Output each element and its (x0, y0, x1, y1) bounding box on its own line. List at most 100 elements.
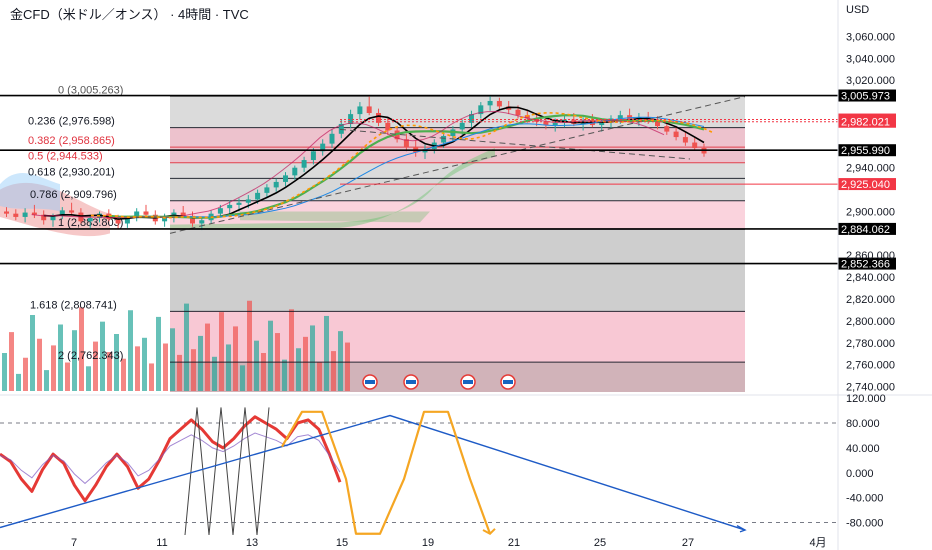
fib-label: 2 (2,762.343) (58, 350, 123, 362)
price-tick-label: 3,040.000 (846, 53, 895, 65)
price-tag (838, 115, 896, 128)
osc-tick-label: 80.000 (846, 418, 880, 430)
candle-body (236, 202, 242, 205)
volume-bar (177, 354, 182, 391)
volume-bar (212, 356, 217, 391)
volume-bar (219, 312, 224, 391)
time-tick-label: 21 (508, 537, 520, 549)
candle-body (348, 114, 354, 124)
candle-body (199, 220, 205, 224)
osc-tick-label: 40.000 (846, 443, 880, 455)
volume-bar (338, 331, 343, 391)
candle-body (329, 133, 335, 144)
fib-zone-pink (170, 127, 745, 163)
volume-bar (331, 351, 336, 391)
volume-bar (156, 316, 161, 391)
volume-bar (37, 338, 42, 391)
candle-body (41, 214, 47, 221)
candle-body (310, 151, 316, 161)
volume-bar (2, 353, 7, 391)
price-tick-label: 2,800.000 (846, 316, 895, 328)
price-tick-label: 2,740.000 (846, 382, 895, 394)
osc-zigzag-line (184, 407, 270, 536)
ichimoku-cloud-layer (0, 148, 495, 237)
volume-bar (58, 324, 63, 391)
volume-bar (149, 363, 154, 391)
volume-bar (184, 303, 189, 391)
fib-label: 0 (3,005.263) (58, 84, 123, 96)
volume-bar (254, 340, 259, 391)
price-tag-label: 2,884.062 (841, 224, 890, 236)
candle-body (599, 121, 605, 126)
fib-label: 0.786 (2,909.796) (30, 189, 117, 201)
volume-bar (72, 330, 77, 391)
time-tick-label: 7 (71, 537, 77, 549)
fib-zone-lower (170, 229, 745, 312)
candle-body (87, 218, 93, 222)
horizontal-line-layer: 3,005.973 2,955.990 2,884.062 2,852.366 2,98… (0, 89, 896, 271)
volume-bar (23, 357, 28, 391)
event-flag-icon (406, 380, 416, 384)
ma-orange-dotted (90, 111, 715, 219)
fib-label: 1 (2,883.803) (58, 217, 123, 229)
price-tick-label: 2,780.000 (846, 338, 895, 350)
candle-body (496, 100, 502, 107)
candle-body (190, 215, 195, 224)
time-tick-label: 27 (682, 537, 694, 549)
volume-bar (65, 362, 70, 391)
volume-bar (191, 349, 196, 391)
candle-body (227, 204, 233, 209)
candle-body (162, 216, 168, 222)
fib-label: 0.382 (2,958.865) (28, 135, 115, 147)
candle-body (543, 121, 549, 126)
candle-body (385, 122, 391, 131)
candle-body (143, 211, 149, 215)
candle-body (13, 213, 19, 217)
cloud-blue (0, 173, 60, 212)
price-tag (838, 257, 896, 270)
candle-body (124, 218, 130, 224)
volume-bar (282, 359, 287, 391)
candle-body (487, 100, 493, 106)
time-tick-label: 19 (422, 537, 434, 549)
volume-bar (261, 353, 266, 391)
fib-label: 0.5 (2,944.533) (28, 151, 103, 163)
volume-bar (114, 334, 119, 391)
time-tick-label: 15 (336, 537, 348, 549)
volume-bar (79, 307, 84, 391)
candle-body (515, 109, 521, 116)
candle-body (320, 143, 326, 152)
price-tag-label: 2,982.021 (841, 117, 890, 129)
volume-bar (240, 365, 245, 391)
candle-body (338, 123, 344, 134)
candle-body (552, 122, 558, 126)
cloud-green-2 (240, 211, 430, 223)
fib-label: 1.618 (2,808.741) (30, 299, 117, 311)
volume-bar (100, 321, 105, 391)
volume-bar (121, 358, 126, 391)
volume-bar (303, 336, 308, 391)
axis-layer: 3,060.0003,040.0003,020.0003,000.0002,98… (71, 0, 895, 550)
candle-body (180, 212, 186, 216)
osc-red-line (0, 415, 342, 503)
volume-bar (30, 315, 35, 391)
time-tick-label: 13 (246, 537, 258, 549)
event-icon-layer (362, 374, 516, 390)
candle-body (403, 139, 409, 147)
volume-bar (310, 325, 315, 391)
price-tag (838, 222, 896, 235)
price-tick-label: 2,860.000 (846, 250, 895, 262)
volume-bar (324, 315, 329, 391)
volume-bar (93, 341, 98, 391)
event-flag-icon (503, 380, 513, 384)
candle-body (59, 210, 65, 216)
price-tick-label: 2,900.000 (846, 206, 895, 218)
volume-bar (205, 323, 210, 391)
volume-bar (247, 300, 252, 391)
price-tick-label: 2,820.000 (846, 294, 895, 306)
candle-body (673, 131, 679, 138)
time-tick-label: 4月 (809, 537, 826, 549)
volume-bar (289, 309, 294, 391)
candle-body (469, 114, 474, 123)
